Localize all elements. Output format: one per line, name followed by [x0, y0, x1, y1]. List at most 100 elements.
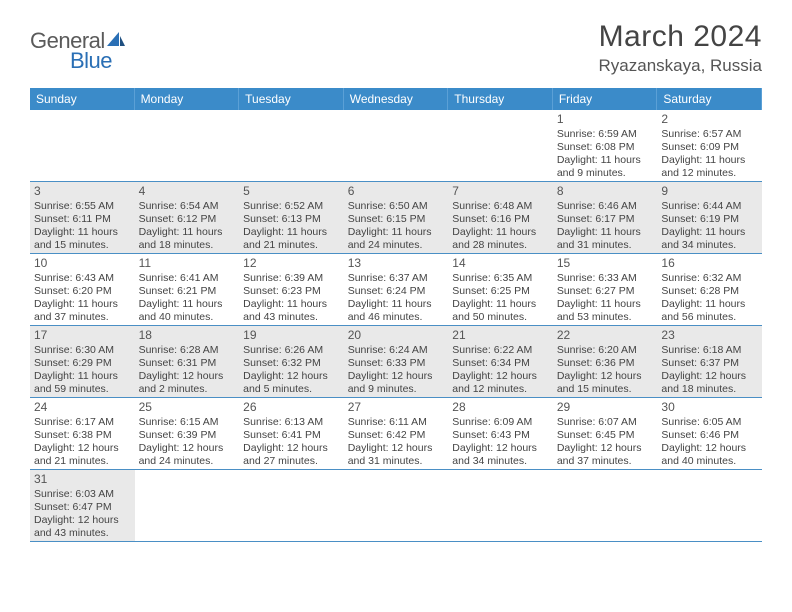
day-info-line: Daylight: 11 hours	[243, 226, 340, 239]
day-cell: 26Sunrise: 6:13 AMSunset: 6:41 PMDayligh…	[239, 398, 344, 470]
logo: GeneralBlue	[30, 28, 125, 74]
day-info-line: Sunrise: 6:09 AM	[452, 416, 549, 429]
day-number: 26	[243, 400, 340, 415]
day-info-line: Sunrise: 6:24 AM	[348, 344, 445, 357]
day-info-line: Sunrise: 6:18 AM	[661, 344, 758, 357]
day-cell: 25Sunrise: 6:15 AMSunset: 6:39 PMDayligh…	[135, 398, 240, 470]
day-info-line: and 53 minutes.	[557, 311, 654, 324]
day-cell: 3Sunrise: 6:55 AMSunset: 6:11 PMDaylight…	[30, 182, 135, 254]
day-info-line: Sunset: 6:24 PM	[348, 285, 445, 298]
weekday-header: Saturday	[657, 88, 762, 110]
logo-text-blue: Blue	[70, 48, 112, 73]
day-cell: 15Sunrise: 6:33 AMSunset: 6:27 PMDayligh…	[553, 254, 658, 326]
day-info-line: Sunset: 6:15 PM	[348, 213, 445, 226]
day-info-line: Daylight: 12 hours	[348, 442, 445, 455]
day-cell: 9Sunrise: 6:44 AMSunset: 6:19 PMDaylight…	[657, 182, 762, 254]
day-info-line: Daylight: 11 hours	[243, 298, 340, 311]
weekday-header: Friday	[553, 88, 658, 110]
day-info-line: Sunrise: 6:03 AM	[34, 488, 131, 501]
day-info-line: Sunrise: 6:59 AM	[557, 128, 654, 141]
day-info-line: Sunset: 6:11 PM	[34, 213, 131, 226]
day-cell: 22Sunrise: 6:20 AMSunset: 6:36 PMDayligh…	[553, 326, 658, 398]
empty-cell	[239, 470, 344, 542]
day-info-line: Sunrise: 6:46 AM	[557, 200, 654, 213]
day-info-line: Daylight: 12 hours	[557, 370, 654, 383]
day-info-line: Daylight: 12 hours	[139, 370, 236, 383]
day-info-line: Sunset: 6:39 PM	[139, 429, 236, 442]
day-cell: 2Sunrise: 6:57 AMSunset: 6:09 PMDaylight…	[657, 110, 762, 182]
weekday-header: Sunday	[30, 88, 135, 110]
day-number: 14	[452, 256, 549, 271]
day-info-line: Sunset: 6:28 PM	[661, 285, 758, 298]
day-info-line: and 59 minutes.	[34, 383, 131, 396]
day-info-line: Daylight: 11 hours	[452, 226, 549, 239]
day-number: 5	[243, 184, 340, 199]
day-info-line: Daylight: 12 hours	[452, 370, 549, 383]
day-cell: 10Sunrise: 6:43 AMSunset: 6:20 PMDayligh…	[30, 254, 135, 326]
day-number: 27	[348, 400, 445, 415]
day-info-line: Daylight: 11 hours	[661, 226, 758, 239]
day-info-line: Daylight: 12 hours	[661, 442, 758, 455]
day-info-line: Sunrise: 6:11 AM	[348, 416, 445, 429]
day-number: 19	[243, 328, 340, 343]
day-info-line: Daylight: 11 hours	[348, 298, 445, 311]
day-info-line: and 40 minutes.	[661, 455, 758, 468]
day-number: 4	[139, 184, 236, 199]
day-info-line: and 43 minutes.	[34, 527, 131, 540]
day-cell: 21Sunrise: 6:22 AMSunset: 6:34 PMDayligh…	[448, 326, 553, 398]
day-number: 28	[452, 400, 549, 415]
day-info-line: and 28 minutes.	[452, 239, 549, 252]
day-info-line: Sunset: 6:13 PM	[243, 213, 340, 226]
day-info-line: Sunset: 6:08 PM	[557, 141, 654, 154]
day-cell: 6Sunrise: 6:50 AMSunset: 6:15 PMDaylight…	[344, 182, 449, 254]
calendar-grid: SundayMondayTuesdayWednesdayThursdayFrid…	[30, 88, 762, 542]
day-info-line: Sunrise: 6:26 AM	[243, 344, 340, 357]
day-info-line: Sunrise: 6:37 AM	[348, 272, 445, 285]
day-info-line: Sunrise: 6:52 AM	[243, 200, 340, 213]
day-info-line: Sunrise: 6:50 AM	[348, 200, 445, 213]
day-info-line: and 2 minutes.	[139, 383, 236, 396]
day-info-line: Daylight: 11 hours	[139, 226, 236, 239]
day-info-line: Sunset: 6:38 PM	[34, 429, 131, 442]
day-info-line: Sunrise: 6:15 AM	[139, 416, 236, 429]
day-cell: 13Sunrise: 6:37 AMSunset: 6:24 PMDayligh…	[344, 254, 449, 326]
day-info-line: Sunset: 6:27 PM	[557, 285, 654, 298]
day-info-line: Daylight: 12 hours	[243, 442, 340, 455]
day-info-line: Sunrise: 6:07 AM	[557, 416, 654, 429]
day-cell: 18Sunrise: 6:28 AMSunset: 6:31 PMDayligh…	[135, 326, 240, 398]
empty-cell	[448, 110, 553, 182]
day-number: 23	[661, 328, 758, 343]
day-info-line: Sunrise: 6:13 AM	[243, 416, 340, 429]
header: GeneralBlue March 2024 Ryazanskaya, Russ…	[30, 20, 762, 76]
day-cell: 19Sunrise: 6:26 AMSunset: 6:32 PMDayligh…	[239, 326, 344, 398]
day-info-line: Sunrise: 6:57 AM	[661, 128, 758, 141]
day-info-line: Daylight: 11 hours	[348, 226, 445, 239]
day-number: 1	[557, 112, 654, 127]
day-number: 18	[139, 328, 236, 343]
day-info-line: Sunset: 6:09 PM	[661, 141, 758, 154]
day-info-line: and 9 minutes.	[557, 167, 654, 180]
day-info-line: and 21 minutes.	[243, 239, 340, 252]
day-info-line: Sunset: 6:19 PM	[661, 213, 758, 226]
day-number: 16	[661, 256, 758, 271]
day-number: 17	[34, 328, 131, 343]
day-cell: 5Sunrise: 6:52 AMSunset: 6:13 PMDaylight…	[239, 182, 344, 254]
day-info-line: Sunset: 6:33 PM	[348, 357, 445, 370]
day-info-line: Sunrise: 6:30 AM	[34, 344, 131, 357]
day-info-line: Daylight: 11 hours	[34, 226, 131, 239]
location-subtitle: Ryazanskaya, Russia	[599, 56, 762, 76]
day-info-line: and 46 minutes.	[348, 311, 445, 324]
day-info-line: Sunrise: 6:17 AM	[34, 416, 131, 429]
day-info-line: and 37 minutes.	[557, 455, 654, 468]
day-info-line: Daylight: 11 hours	[661, 154, 758, 167]
day-info-line: Daylight: 12 hours	[34, 442, 131, 455]
day-info-line: Daylight: 12 hours	[243, 370, 340, 383]
day-info-line: Sunset: 6:37 PM	[661, 357, 758, 370]
day-number: 25	[139, 400, 236, 415]
day-info-line: Daylight: 11 hours	[557, 226, 654, 239]
day-number: 20	[348, 328, 445, 343]
day-info-line: Sunset: 6:23 PM	[243, 285, 340, 298]
day-info-line: and 31 minutes.	[348, 455, 445, 468]
weekday-header: Tuesday	[239, 88, 344, 110]
day-cell: 12Sunrise: 6:39 AMSunset: 6:23 PMDayligh…	[239, 254, 344, 326]
